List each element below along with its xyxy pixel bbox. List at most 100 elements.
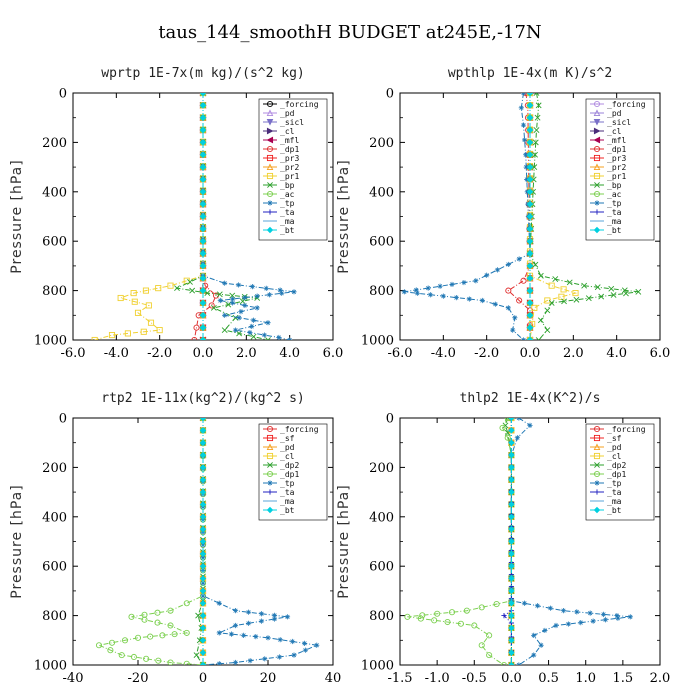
series-group (401, 93, 642, 340)
data-point (492, 301, 498, 307)
y-axis-label: Pressure [hPa] (9, 159, 25, 273)
data-point (289, 638, 295, 645)
data-point (107, 647, 114, 654)
data-point (141, 616, 148, 623)
data-point (199, 188, 207, 196)
legend-marker (593, 470, 601, 478)
data-point (199, 501, 207, 508)
data-point (277, 287, 283, 293)
legend-entry: _cl (280, 127, 295, 136)
data-point (508, 612, 515, 619)
data-point (130, 653, 137, 661)
data-point (196, 637, 203, 644)
data-point (199, 102, 207, 109)
data-point (573, 296, 580, 303)
legend-marker (593, 425, 601, 433)
data-point (95, 642, 103, 649)
data-point (520, 277, 527, 284)
legend-marker (267, 489, 273, 495)
data-point (572, 290, 579, 297)
data-point (578, 619, 584, 626)
data-point (531, 304, 538, 311)
y-tick-label: 0 (386, 412, 394, 427)
y-axis-label: Pressure [hPa] (336, 484, 352, 598)
panel-title: rtp2 1E-11x(kg^2)/(kg^2 s) (101, 391, 305, 406)
data-point (199, 464, 207, 471)
data-point (167, 622, 174, 629)
data-point (154, 609, 161, 616)
y-tick-label: 200 (369, 461, 394, 476)
x-tick-label: 2.0 (236, 346, 257, 361)
data-point (258, 611, 265, 617)
data-point (521, 600, 528, 606)
legend-marker (594, 209, 600, 215)
data-point (249, 284, 255, 290)
legend-entry: _cl (607, 452, 622, 461)
data-point (199, 418, 207, 422)
data-point (518, 105, 524, 111)
data-point (199, 287, 207, 294)
data-point (155, 285, 162, 292)
data-point (508, 439, 515, 446)
data-point (250, 333, 257, 340)
data-point (142, 287, 149, 294)
data-point (199, 312, 207, 319)
data-point (232, 622, 239, 629)
data-point (526, 250, 534, 257)
legend-marker (267, 200, 273, 206)
legend-marker (593, 154, 601, 162)
data-point (171, 631, 178, 638)
legend-marker (266, 118, 274, 126)
data-point (228, 631, 235, 637)
data-point (508, 587, 515, 595)
data-point (199, 250, 207, 257)
data-point (271, 616, 278, 622)
data-point (548, 300, 555, 306)
data-point (241, 632, 247, 638)
data-point (230, 300, 236, 306)
data-point (523, 152, 529, 158)
data-point (486, 652, 493, 659)
data-point (235, 282, 242, 288)
legend-marker (593, 109, 601, 117)
data-point (266, 292, 273, 298)
data-point (216, 661, 222, 665)
data-point (486, 632, 493, 639)
x-tick-label: 0.0 (193, 346, 214, 361)
legend-marker (593, 127, 601, 135)
data-point (512, 315, 518, 321)
series-line-tp (202, 418, 319, 665)
data-point (167, 607, 174, 614)
data-point (236, 315, 242, 321)
data-point (242, 294, 248, 301)
data-point (265, 635, 271, 641)
data-point (199, 538, 207, 545)
data-point (199, 176, 207, 183)
chart-panel: rtp2 1E-11x(kg^2)/(kg^2 s) Pressure [hPa]… (9, 391, 341, 686)
data-point (232, 659, 239, 665)
data-point (199, 587, 207, 595)
data-point (508, 538, 515, 545)
legend-marker (266, 172, 274, 180)
data-point (199, 661, 207, 665)
data-point (544, 307, 551, 314)
data-point (516, 256, 522, 262)
data-point (199, 488, 207, 496)
data-point (437, 283, 443, 289)
legend-box (258, 423, 328, 521)
data-point (526, 188, 534, 196)
legend-entry: _dp1 (607, 470, 626, 479)
data-point (526, 324, 534, 331)
y-tick-label: 0 (59, 87, 67, 102)
data-point (534, 603, 541, 609)
data-point (134, 309, 142, 316)
data-point (199, 562, 207, 570)
legend-entry: _cl (280, 452, 295, 461)
data-point (453, 294, 459, 301)
data-point (537, 317, 544, 324)
data-point (600, 611, 607, 617)
data-point (531, 652, 537, 658)
data-point (155, 657, 162, 664)
data-point (291, 652, 297, 658)
data-point (121, 637, 129, 644)
